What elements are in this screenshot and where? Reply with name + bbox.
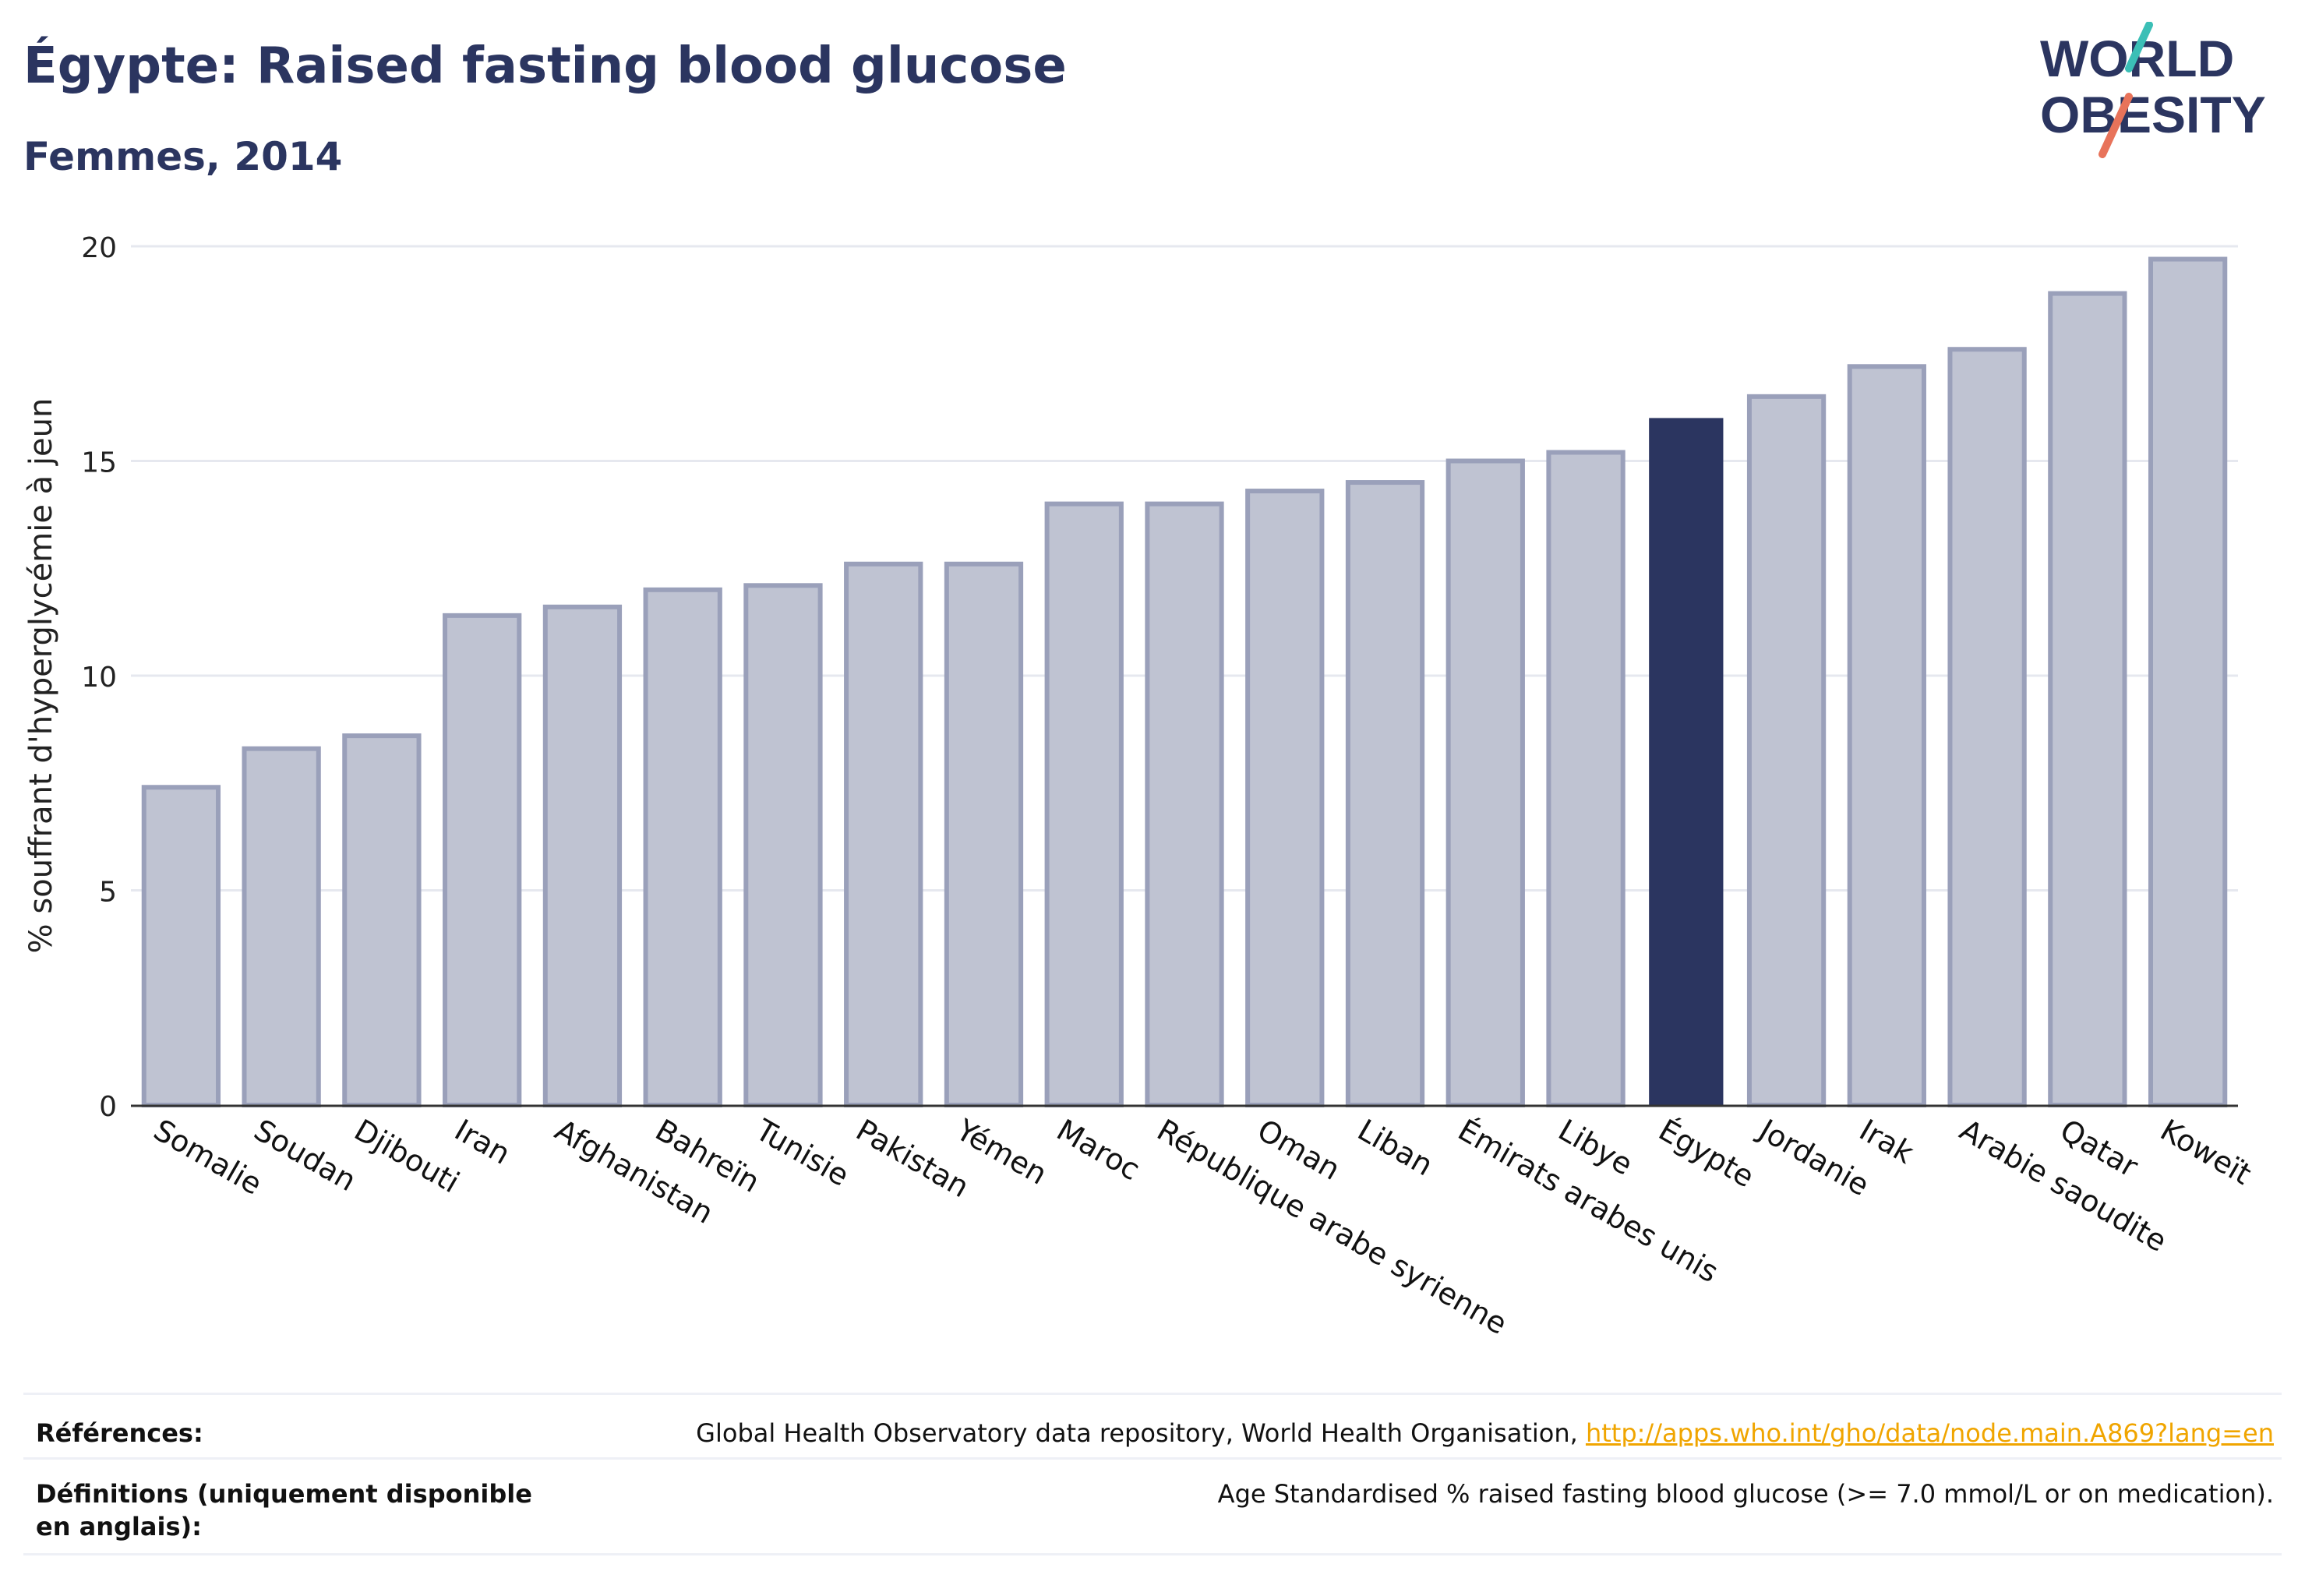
x-tick-label: Jordanie <box>1752 1112 1875 1203</box>
footer-divider-bottom <box>23 1553 2282 1555</box>
bar-11[interactable] <box>1245 489 1325 1107</box>
x-tick-label: Irak <box>1854 1113 1919 1171</box>
x-tick-label: Tunisie <box>750 1112 855 1193</box>
x-tick-label: Koweït <box>2155 1113 2257 1192</box>
definitions-label: Définitions (uniquement disponible en an… <box>36 1479 532 1541</box>
world-obesity-logo: WORLD OBESITY <box>2040 22 2266 158</box>
footer-divider-mid <box>23 1457 2282 1460</box>
x-tick-label: Pakistan <box>850 1113 975 1205</box>
bar-2[interactable] <box>342 733 422 1107</box>
y-tick-label: 0 <box>99 1091 117 1123</box>
bars <box>141 256 2228 1108</box>
y-tick-label: 5 <box>99 877 117 909</box>
references-link[interactable]: http://apps.who.int/gho/data/node.main.A… <box>1585 1418 2274 1448</box>
references-value: Global Health Observatory data repositor… <box>696 1417 2274 1449</box>
bar-5[interactable] <box>643 587 722 1107</box>
logo-slash-coral <box>2099 93 2133 158</box>
bar-14[interactable] <box>1546 450 1626 1107</box>
bar-17[interactable] <box>1847 364 1926 1107</box>
y-tick-label: 10 <box>81 662 117 694</box>
bar-20[interactable] <box>2148 256 2228 1107</box>
bar-0[interactable] <box>141 785 221 1107</box>
bar-19[interactable] <box>2048 291 2127 1107</box>
x-tick-label: Somalie <box>148 1113 268 1202</box>
bar-8[interactable] <box>944 561 1024 1107</box>
x-tick-label: Soudan <box>249 1113 362 1199</box>
bar-16[interactable] <box>1746 394 1827 1108</box>
footer-divider-top <box>23 1393 2282 1395</box>
x-tick-label: Iran <box>449 1113 516 1171</box>
definitions-value: Age Standardised % raised fasting blood … <box>1217 1479 2274 1509</box>
logo-line2: OBESITY <box>2040 86 2266 143</box>
y-axis-ticks: 0 5 10 15 20 <box>81 232 117 1123</box>
y-axis-title: % souffrant d'hyperglycémie à jeun <box>23 398 59 954</box>
bar-9[interactable] <box>1044 501 1124 1107</box>
x-tick-label: République arabe syrienne <box>1152 1113 1513 1341</box>
bar-1[interactable] <box>242 746 321 1107</box>
bar-3[interactable] <box>443 613 522 1107</box>
logo-slash-teal <box>2125 22 2153 72</box>
references-label: Références: <box>36 1418 203 1448</box>
x-tick-label: Djibouti <box>348 1113 465 1200</box>
y-tick-label: 15 <box>81 447 117 479</box>
chart-subtitle: Femmes, 2014 <box>23 134 343 179</box>
y-tick-label: 20 <box>81 232 117 264</box>
x-tick-label: Maroc <box>1051 1113 1146 1188</box>
x-tick-label: Égypte <box>1653 1113 1760 1195</box>
x-tick-label: Liban <box>1352 1113 1438 1183</box>
bar-4[interactable] <box>542 604 623 1107</box>
bar-18[interactable] <box>1947 347 2027 1107</box>
references-text: Global Health Observatory data repositor… <box>696 1418 1586 1448</box>
bar-12[interactable] <box>1345 480 1425 1107</box>
bar-7[interactable] <box>844 561 923 1107</box>
bar-6[interactable] <box>743 583 823 1107</box>
bar-15[interactable] <box>1649 418 1724 1105</box>
chart-title: Égypte: Raised fasting blood glucose <box>23 37 1067 95</box>
bar-13[interactable] <box>1445 458 1525 1107</box>
bar-10[interactable] <box>1145 501 1224 1107</box>
